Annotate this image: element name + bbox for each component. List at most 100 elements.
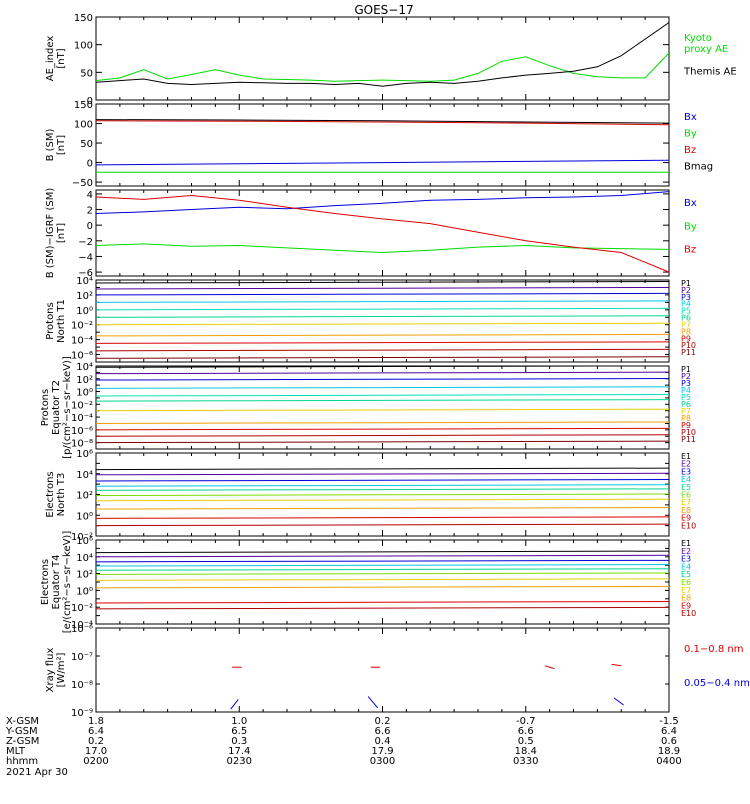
channel-label-e6: E6 xyxy=(681,578,691,587)
y-tick-label: −6 xyxy=(78,268,93,279)
channel-line-e8 xyxy=(96,585,669,589)
y-axis-label-line: [nT] xyxy=(56,135,67,155)
y-tick-label: −2 xyxy=(78,237,93,248)
series-line-by xyxy=(96,243,669,254)
channel-line-p10 xyxy=(96,434,669,437)
channel-line-e1 xyxy=(96,467,669,471)
channel-line-p1 xyxy=(96,280,669,284)
ephem-value: 6.6 xyxy=(375,726,391,737)
legend-line: Bx xyxy=(684,198,697,209)
channel-label-e4: E4 xyxy=(681,475,691,484)
legend-line: 0.05−0.4 nm xyxy=(684,678,750,689)
legend-kyoto-proxy-ae: Kyoto proxy AE xyxy=(684,33,728,55)
y-axis-label: ProtonsEquator T2[p/(cm²−s−sr−keV)] xyxy=(40,356,73,459)
legend-by: By xyxy=(684,129,697,140)
channel-label-p4: P4 xyxy=(681,300,691,309)
y-tick-label: −4 xyxy=(78,252,93,263)
y-tick-label: 10⁻⁴ xyxy=(71,620,93,631)
channel-line-e3 xyxy=(96,559,669,563)
channel-label-p10: P10 xyxy=(681,341,696,350)
channel-line-p11 xyxy=(96,440,669,444)
channel-line-e9 xyxy=(96,601,669,604)
ephem-value: 0.2 xyxy=(88,736,104,747)
channel-label-p7: P7 xyxy=(681,407,691,416)
legend-line: Bz xyxy=(684,145,696,156)
y-tick-label: 10⁶ xyxy=(76,449,93,460)
channel-label-p10: P10 xyxy=(681,428,696,437)
time-tick-label: 0230 xyxy=(227,756,252,767)
channel-line-e9 xyxy=(96,516,669,519)
xray-segment xyxy=(230,699,239,710)
y-axis-label-line: [nT] xyxy=(56,48,67,68)
y-tick-label: −50 xyxy=(72,178,93,189)
legend-line: proxy AE xyxy=(684,44,728,55)
y-axis-label-line: North T3 xyxy=(56,473,67,517)
channel-line-p3 xyxy=(96,292,669,296)
y-axis-label-line: Electrons xyxy=(40,559,51,605)
y-tick-label: 10⁰ xyxy=(76,511,93,522)
panel-frame xyxy=(95,627,670,713)
y-tick-label: 10² xyxy=(76,491,93,502)
channel-line-p4 xyxy=(96,386,669,389)
ephem-value: 6.6 xyxy=(518,726,534,737)
y-axis-label-line: [e/(cm²−s−sr−keV)] xyxy=(62,531,73,634)
y-tick-label: 10⁴ xyxy=(76,276,93,287)
legend-line: By xyxy=(684,221,697,232)
ephem-row-label: Y-GSM xyxy=(5,726,38,737)
y-axis-label-line: B (SM)−IGRF (SM) xyxy=(45,188,56,279)
ephem-value: 1.8 xyxy=(88,716,104,727)
ephem-value: 6.4 xyxy=(661,726,677,737)
channel-label-p6: P6 xyxy=(681,400,691,409)
legend-bz: Bz xyxy=(684,145,696,156)
y-tick-label: 10⁰ xyxy=(76,306,93,317)
ephem-value: 17.0 xyxy=(85,746,107,757)
hhmm-label: hhmm xyxy=(6,756,38,767)
ephem-value: 0.4 xyxy=(375,736,391,747)
y-tick-label: 50 xyxy=(80,139,93,150)
y-axis-label: ProtonsNorth T1 xyxy=(45,299,67,343)
channel-line-e10 xyxy=(96,523,669,527)
channel-label-p11: P11 xyxy=(681,435,696,444)
legend-bmag: Bmag xyxy=(684,162,713,173)
y-tick-label: 10⁰ xyxy=(76,586,93,597)
channel-label-e7: E7 xyxy=(681,586,691,595)
channel-label-p7: P7 xyxy=(681,320,691,329)
series-line-bx xyxy=(96,191,669,214)
channel-label-e9: E9 xyxy=(681,514,691,523)
channel-line-p7 xyxy=(96,408,669,412)
legend-line: Bx xyxy=(684,112,697,123)
y-tick-label: 0 xyxy=(87,221,93,232)
y-axis-label-line: [nT] xyxy=(56,223,67,243)
channel-line-e5 xyxy=(96,488,669,491)
time-tick-label: 0400 xyxy=(656,756,681,767)
y-tick-label: 10⁻⁶ xyxy=(71,351,93,362)
legend-line: By xyxy=(684,129,697,140)
legend-by: By xyxy=(684,221,697,232)
channel-line-p5 xyxy=(96,307,669,311)
legend-line: Themis AE xyxy=(683,67,737,78)
channel-label-p1: P1 xyxy=(681,279,691,288)
channel-line-p7 xyxy=(96,322,669,326)
channel-line-e5 xyxy=(96,568,669,571)
channel-label-p2: P2 xyxy=(681,372,691,381)
y-tick-label: 0 xyxy=(87,96,93,107)
y-axis-label: ElectronsNorth T3 xyxy=(45,471,67,517)
channel-line-p11 xyxy=(96,356,669,359)
y-axis-label: B (SM)[nT] xyxy=(45,128,67,161)
channel-label-p5: P5 xyxy=(681,307,691,316)
y-tick-label: 10² xyxy=(76,375,93,386)
ephem-value: 17.4 xyxy=(228,746,250,757)
y-tick-label: 10⁴ xyxy=(76,553,93,564)
ephem-value: 0.2 xyxy=(375,716,391,727)
channel-label-e10: E10 xyxy=(681,609,696,618)
channel-label-p11: P11 xyxy=(681,348,696,357)
series-line-bmag xyxy=(96,119,669,124)
panel-4: 10⁴10²10⁰10⁻²10⁻⁴10⁻⁶10⁻⁸ProtonsEquator … xyxy=(40,356,696,459)
channel-label-e2: E2 xyxy=(681,460,691,469)
channel-label-e1: E1 xyxy=(681,539,691,548)
ephem-value: 0.6 xyxy=(661,736,677,747)
ephem-value: 1.0 xyxy=(231,716,247,727)
